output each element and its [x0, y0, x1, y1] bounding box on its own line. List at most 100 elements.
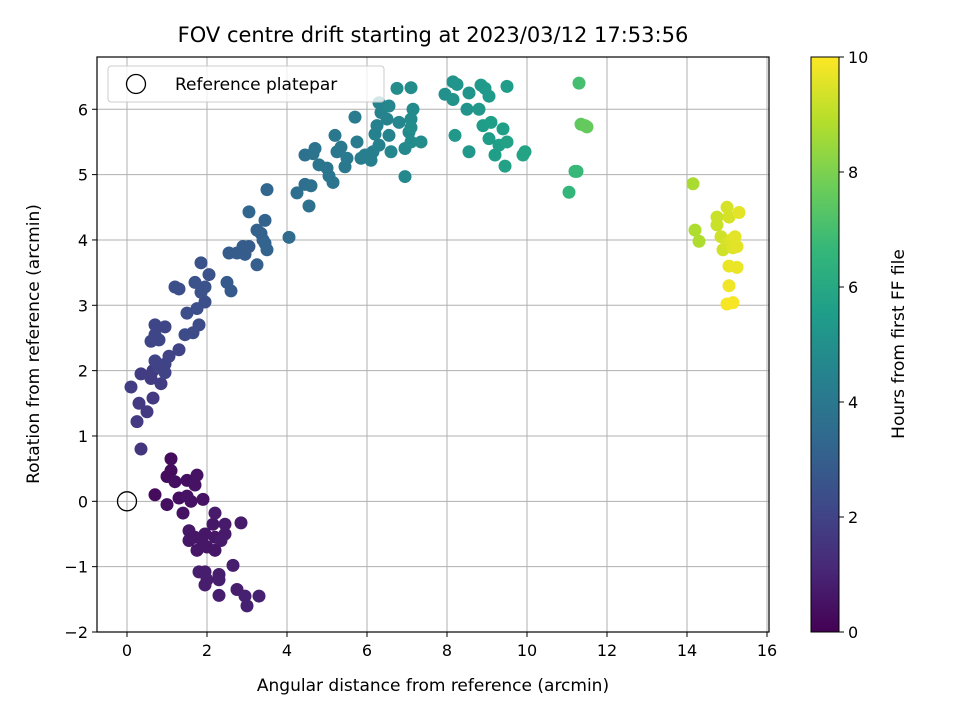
- data-point: [482, 89, 496, 103]
- y-tick-label: −2: [64, 623, 88, 642]
- data-point: [208, 506, 222, 520]
- data-point: [482, 132, 496, 146]
- data-point: [384, 145, 398, 159]
- y-tick-label: 6: [78, 100, 88, 119]
- data-point: [208, 543, 222, 557]
- y-tick-label: 1: [78, 427, 88, 446]
- data-point: [304, 179, 318, 193]
- data-point: [500, 79, 514, 93]
- data-point: [160, 498, 174, 512]
- data-point: [372, 138, 386, 152]
- data-point: [260, 243, 274, 257]
- data-point: [218, 517, 232, 531]
- data-point: [406, 102, 420, 116]
- data-point: [176, 506, 190, 520]
- data-point: [688, 223, 702, 237]
- y-tick-label: 0: [78, 492, 88, 511]
- data-point: [462, 145, 476, 159]
- data-point: [134, 442, 148, 456]
- x-tick-label: 4: [282, 641, 292, 660]
- colorbar-gradient: [810, 56, 840, 633]
- data-point: [188, 478, 202, 492]
- data-point: [234, 516, 248, 530]
- data-point: [302, 199, 316, 213]
- x-tick-label: 8: [442, 641, 452, 660]
- y-tick-label: 3: [78, 296, 88, 315]
- data-point: [450, 77, 464, 91]
- data-point: [722, 279, 736, 293]
- data-point: [148, 318, 162, 332]
- data-point: [148, 488, 162, 502]
- data-point: [414, 135, 428, 149]
- data-point: [194, 285, 208, 299]
- data-point: [258, 213, 272, 227]
- data-point: [158, 357, 172, 371]
- data-point: [188, 275, 202, 289]
- data-point: [730, 260, 744, 274]
- data-point: [404, 81, 418, 95]
- data-point: [500, 135, 514, 149]
- data-point: [140, 405, 154, 419]
- data-point: [198, 527, 212, 541]
- y-tick-label: −1: [64, 558, 88, 577]
- data-point: [404, 121, 418, 135]
- data-point: [326, 175, 340, 189]
- data-point: [728, 230, 742, 244]
- data-point: [382, 99, 396, 113]
- colorbar-tick-label: 10: [848, 48, 868, 67]
- data-point: [340, 151, 354, 165]
- data-point: [570, 164, 584, 178]
- data-point: [572, 76, 586, 90]
- data-point: [578, 119, 592, 133]
- data-point: [260, 183, 274, 197]
- data-point: [484, 115, 498, 129]
- x-axis-ticks: 0 2 4 6 8 10 12 14 16: [122, 632, 777, 660]
- data-point: [282, 230, 296, 244]
- data-point: [252, 589, 266, 603]
- data-point: [722, 210, 736, 224]
- data-point: [130, 415, 144, 429]
- plot-frame: [96, 56, 770, 633]
- data-point: [518, 145, 532, 159]
- data-point: [168, 475, 182, 489]
- data-point: [462, 86, 476, 100]
- data-point: [132, 396, 146, 410]
- x-axis-label: Angular distance from reference (arcmin): [257, 676, 609, 696]
- y-axis-label: Rotation from reference (arcmin): [24, 204, 44, 484]
- data-point: [496, 122, 510, 136]
- data-point: [488, 148, 502, 162]
- x-tick-label: 16: [757, 641, 777, 660]
- colorbar-tick-label: 4: [848, 393, 858, 412]
- x-tick-label: 14: [677, 641, 697, 660]
- data-point: [290, 186, 304, 200]
- colorbar-tick-label: 0: [848, 623, 858, 642]
- data-point: [134, 367, 148, 381]
- data-point: [198, 578, 212, 592]
- data-point: [154, 377, 168, 391]
- y-tick-label: 5: [78, 166, 88, 185]
- data-point: [404, 135, 418, 149]
- data-point: [212, 588, 226, 602]
- data-point: [172, 343, 186, 357]
- colorbar: 0 2 4 6 8 10 Hours from first FF file: [810, 48, 909, 642]
- data-point: [152, 333, 166, 347]
- data-point: [198, 295, 212, 309]
- data-point: [730, 239, 744, 253]
- data-point: [124, 380, 138, 394]
- data-point: [328, 128, 342, 142]
- data-point: [196, 492, 210, 506]
- data-point: [474, 78, 488, 92]
- data-point: [194, 256, 208, 270]
- data-point: [448, 128, 462, 142]
- data-point: [692, 234, 706, 248]
- data-point: [242, 239, 256, 253]
- data-point: [224, 284, 238, 298]
- data-point: [164, 464, 178, 478]
- data-point: [218, 527, 232, 541]
- data-point: [242, 205, 256, 219]
- data-point: [308, 141, 322, 155]
- y-axis-ticks: −2 −1 0 1 2 3 4 5 6: [64, 100, 97, 642]
- legend-entry-reference: Reference platepar: [175, 75, 337, 95]
- legend-marker-reference: [125, 73, 147, 95]
